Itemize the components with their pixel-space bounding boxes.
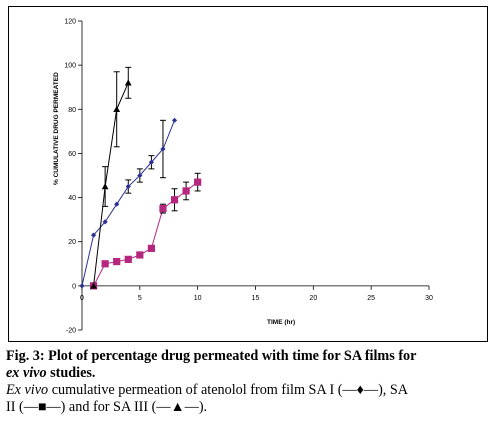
y-tick-label: 80 bbox=[68, 107, 76, 114]
data-point-square bbox=[147, 244, 155, 252]
caption-title: Fig. 3: Plot of percentage drug permeate… bbox=[6, 348, 417, 381]
data-point-square bbox=[136, 251, 144, 259]
data-point-triangle bbox=[113, 105, 121, 113]
series-sa-iii bbox=[90, 66, 132, 289]
data-point-square bbox=[182, 187, 190, 195]
x-tick-label: 30 bbox=[425, 295, 433, 302]
data-point-square bbox=[113, 257, 121, 266]
y-tick-label: -20 bbox=[66, 328, 76, 335]
data-point-diamond bbox=[137, 172, 143, 179]
y-tick-label: 20 bbox=[68, 239, 76, 246]
y-tick-label: 60 bbox=[68, 151, 76, 158]
data-point-square bbox=[101, 260, 109, 268]
data-point-diamond bbox=[114, 201, 120, 207]
data-point-triangle bbox=[124, 79, 132, 86]
data-point-diamond bbox=[102, 219, 108, 225]
x-tick-label: 10 bbox=[194, 295, 202, 302]
data-point-diamond bbox=[79, 283, 85, 289]
figure-caption: Fig. 3: Plot of percentage drug permeate… bbox=[6, 348, 492, 416]
y-axis-label: % CUMULATIVE DRUG PERMEATED bbox=[53, 72, 60, 185]
x-axis-label: TIME (hr) bbox=[267, 319, 295, 326]
data-point-triangle bbox=[101, 183, 109, 190]
data-point-square bbox=[124, 255, 132, 263]
series-line bbox=[93, 82, 129, 286]
series-sa-i bbox=[79, 117, 178, 289]
y-tick-label: 40 bbox=[68, 195, 76, 202]
data-point-diamond bbox=[125, 183, 131, 190]
data-point-diamond bbox=[171, 117, 178, 123]
y-tick-label: 100 bbox=[64, 63, 76, 70]
data-point-square bbox=[159, 205, 167, 213]
data-point-square bbox=[194, 178, 202, 186]
data-point-square bbox=[170, 196, 179, 204]
data-point-diamond bbox=[160, 146, 166, 152]
data-point-diamond bbox=[90, 232, 97, 238]
series-sa-ii bbox=[89, 172, 202, 290]
caption-body: Ex vivo cumulative permeation of atenolo… bbox=[6, 382, 409, 415]
x-tick-label: 20 bbox=[309, 295, 317, 302]
x-tick-label: 0 bbox=[80, 295, 84, 302]
axes: -20 0 20 40 60 80 100 120 0 5 10 15 20 25 30 bbox=[64, 19, 433, 335]
x-tick-label: 25 bbox=[367, 295, 375, 302]
x-tick-label: 5 bbox=[138, 295, 142, 302]
series-line bbox=[93, 181, 198, 287]
chart-figure: -20 0 20 40 60 80 100 120 0 5 10 15 20 25 30 TIME (hr)… bbox=[8, 6, 488, 342]
data-point-diamond bbox=[148, 159, 154, 165]
series-layer bbox=[79, 66, 202, 290]
y-tick-label: 0 bbox=[72, 283, 76, 290]
data-point-triangle bbox=[90, 282, 97, 289]
chart-plot: -20 0 20 40 60 80 100 120 0 5 10 15 20 25 30 TIME (hr)… bbox=[53, 19, 433, 335]
y-tick-label: 120 bbox=[64, 19, 76, 26]
x-tick-label: 15 bbox=[252, 295, 260, 302]
